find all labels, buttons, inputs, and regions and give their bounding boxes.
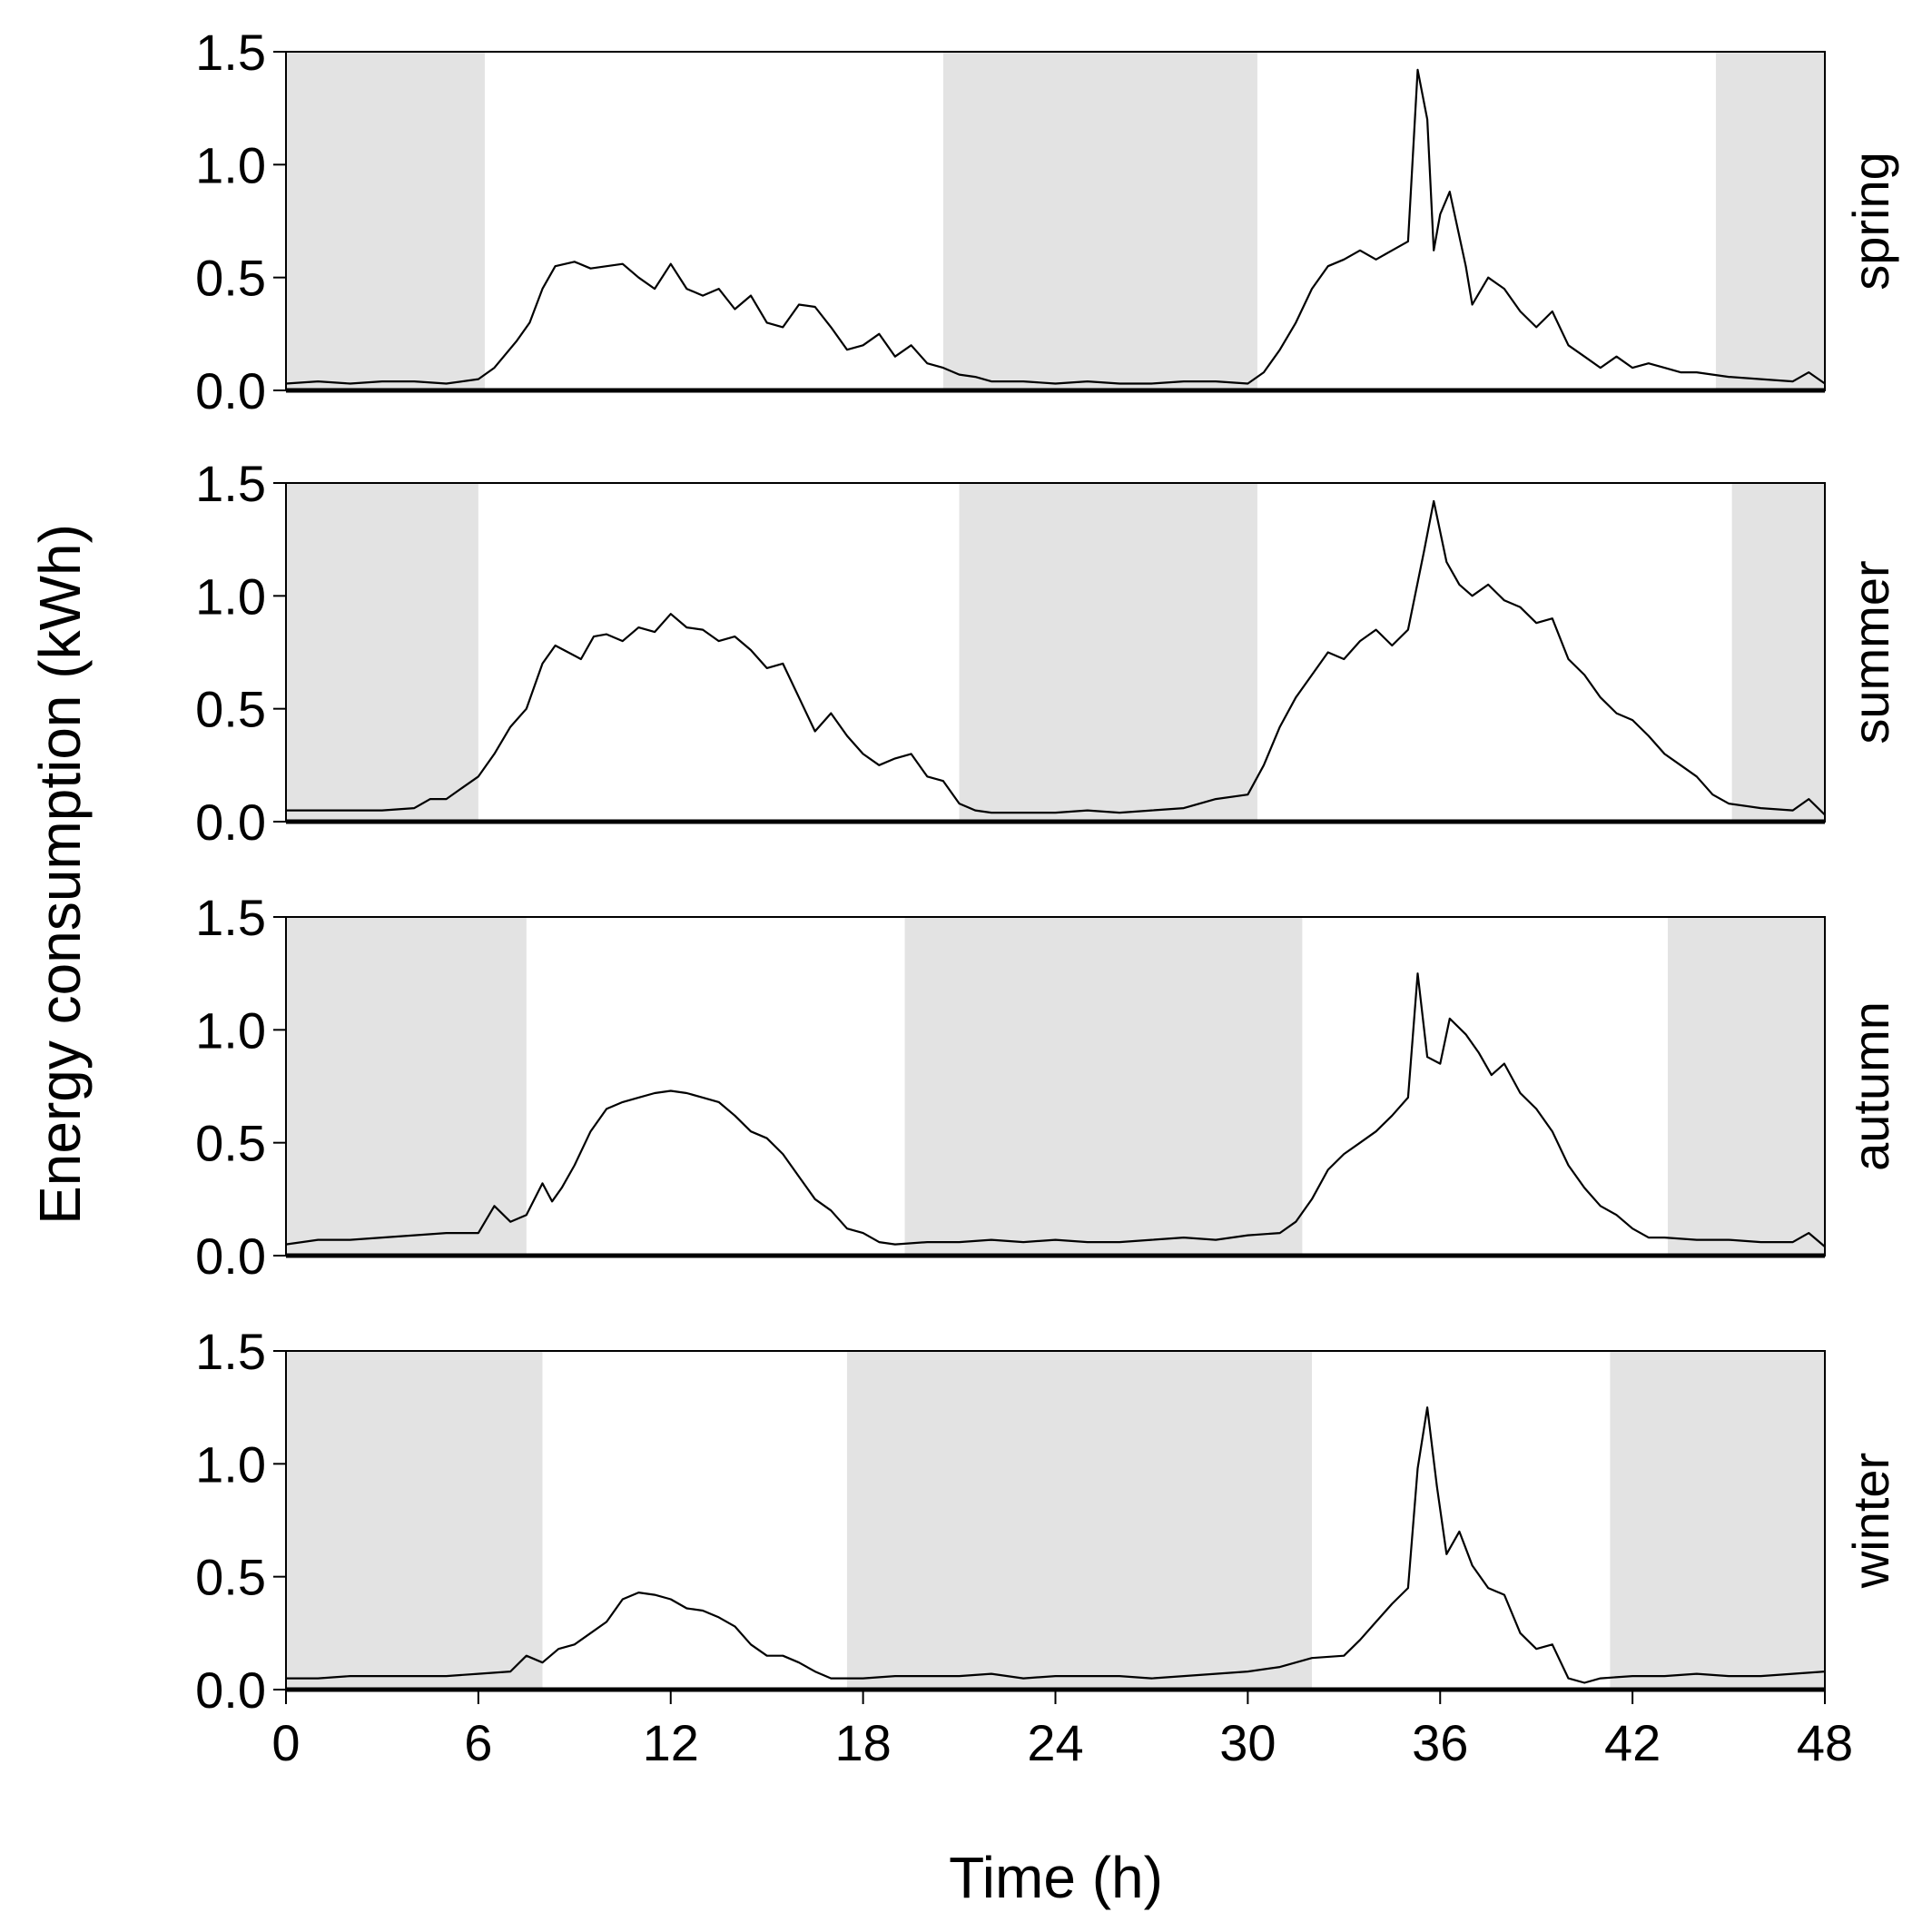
series-line-winter	[286, 1406, 1826, 1684]
y-tick-label: 0.5	[195, 1115, 266, 1172]
y-tick-label: 1.0	[195, 136, 266, 193]
series-line-spring	[285, 68, 1826, 385]
night-shading-band	[904, 917, 1303, 1256]
night-shading-band	[846, 1351, 1312, 1690]
y-tick-label: 1.0	[195, 1001, 266, 1059]
night-shading-band	[1610, 1351, 1825, 1690]
panel-winter: 0.0 0.5 1.0 1.5 winter	[195, 1323, 1899, 1719]
x-axis: 0 6 12 18 24 30 36 42 48	[271, 1690, 1853, 1771]
series-line-summer	[286, 499, 1826, 816]
x-tick-label: 30	[1219, 1714, 1276, 1771]
night-shading-band	[1667, 917, 1825, 1256]
night-shading-band	[959, 483, 1257, 822]
y-tick-label: 0.5	[195, 250, 266, 307]
y-axis-title: Energy consumption (kWh)	[27, 524, 93, 1225]
night-shading-band	[1715, 52, 1825, 390]
y-tick-label: 1.5	[195, 1323, 266, 1380]
night-shading-band	[286, 1351, 543, 1690]
y-tick-label: 1.0	[195, 567, 266, 625]
panel-spring: 0.0 0.5 1.0 1.5 spring	[195, 24, 1899, 419]
x-tick-label: 24	[1027, 1714, 1083, 1771]
y-tick-label: 0.0	[195, 794, 266, 851]
night-shading-band	[942, 52, 1257, 390]
night-shading-band	[286, 52, 485, 390]
series-line-autumn	[285, 972, 1826, 1247]
panel-autumn: 0.0 0.5 1.0 1.5 autumn	[195, 889, 1899, 1285]
y-tick-label: 0.0	[195, 1227, 266, 1285]
x-tick-label: 12	[643, 1714, 699, 1771]
y-tick-label: 1.5	[195, 455, 266, 512]
x-tick-label: 6	[464, 1714, 492, 1771]
panel-summer: 0.0 0.5 1.0 1.5 summer	[195, 455, 1899, 851]
y-tick-label: 1.5	[195, 889, 266, 946]
panel-label-autumn: autumn	[1842, 1001, 1899, 1171]
panels-layer: 0.00.51.01.5spring0.00.51.01.5summer0.00…	[195, 24, 1899, 1719]
y-tick-label: 0.5	[195, 1549, 266, 1606]
night-shading-band	[286, 483, 478, 822]
y-tick-label: 1.0	[195, 1435, 266, 1493]
x-axis-title: Time (h)	[949, 1845, 1163, 1910]
x-tick-label: 36	[1412, 1714, 1468, 1771]
panel-label-winter: winter	[1842, 1453, 1899, 1589]
x-tick-label: 48	[1797, 1714, 1853, 1771]
x-tick-label: 42	[1604, 1714, 1661, 1771]
y-tick-label: 0.0	[195, 362, 266, 419]
night-shading-band	[1731, 483, 1825, 822]
x-tick-label: 18	[834, 1714, 891, 1771]
x-tick-label: 0	[271, 1714, 300, 1771]
night-shading-band	[286, 917, 527, 1256]
y-tick-label: 0.5	[195, 681, 266, 738]
y-tick-label: 1.5	[195, 24, 266, 81]
y-tick-label: 0.0	[195, 1661, 266, 1719]
panel-label-summer: summer	[1842, 560, 1899, 744]
panel-label-spring: spring	[1842, 152, 1899, 291]
